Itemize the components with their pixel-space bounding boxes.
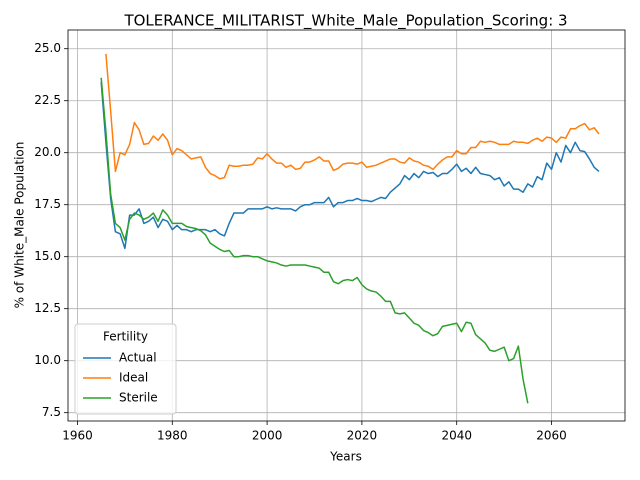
plot-frame xyxy=(67,29,626,422)
legend-label: Ideal xyxy=(119,371,148,385)
x-tick-label: 2060 xyxy=(536,429,567,443)
x-axis-label: Years xyxy=(329,450,362,464)
legend-label: Actual xyxy=(119,351,157,365)
legend-box xyxy=(74,323,177,415)
legend: Fertility Actual Ideal Sterile xyxy=(74,323,177,415)
x-tick-label: 2040 xyxy=(441,429,472,443)
y-tick-label: 17.5 xyxy=(34,197,61,211)
legend-title: Fertility xyxy=(103,330,148,344)
y-tick-label: 10.0 xyxy=(34,353,61,367)
y-axis-label: % of White_Male Population xyxy=(13,142,27,309)
legend-label: Sterile xyxy=(119,391,158,405)
x-tick-label: 2000 xyxy=(252,429,283,443)
x-tick-label: 1980 xyxy=(157,429,188,443)
y-tick-label: 7.5 xyxy=(42,405,61,419)
y-tick-label: 22.5 xyxy=(34,93,61,107)
chart-title: TOLERANCE_MILITARIST_White_Male_Populati… xyxy=(123,12,567,31)
y-tick-label: 15.0 xyxy=(34,249,61,263)
y-tick-label: 20.0 xyxy=(34,145,61,159)
x-tick-label: 2020 xyxy=(347,429,378,443)
series-line xyxy=(100,81,600,250)
y-tick-label: 12.5 xyxy=(34,301,61,315)
x-tick-label: 1960 xyxy=(62,429,93,443)
series-line xyxy=(100,77,529,404)
y-tick-label: 25.0 xyxy=(34,41,61,55)
series-line xyxy=(105,53,600,180)
